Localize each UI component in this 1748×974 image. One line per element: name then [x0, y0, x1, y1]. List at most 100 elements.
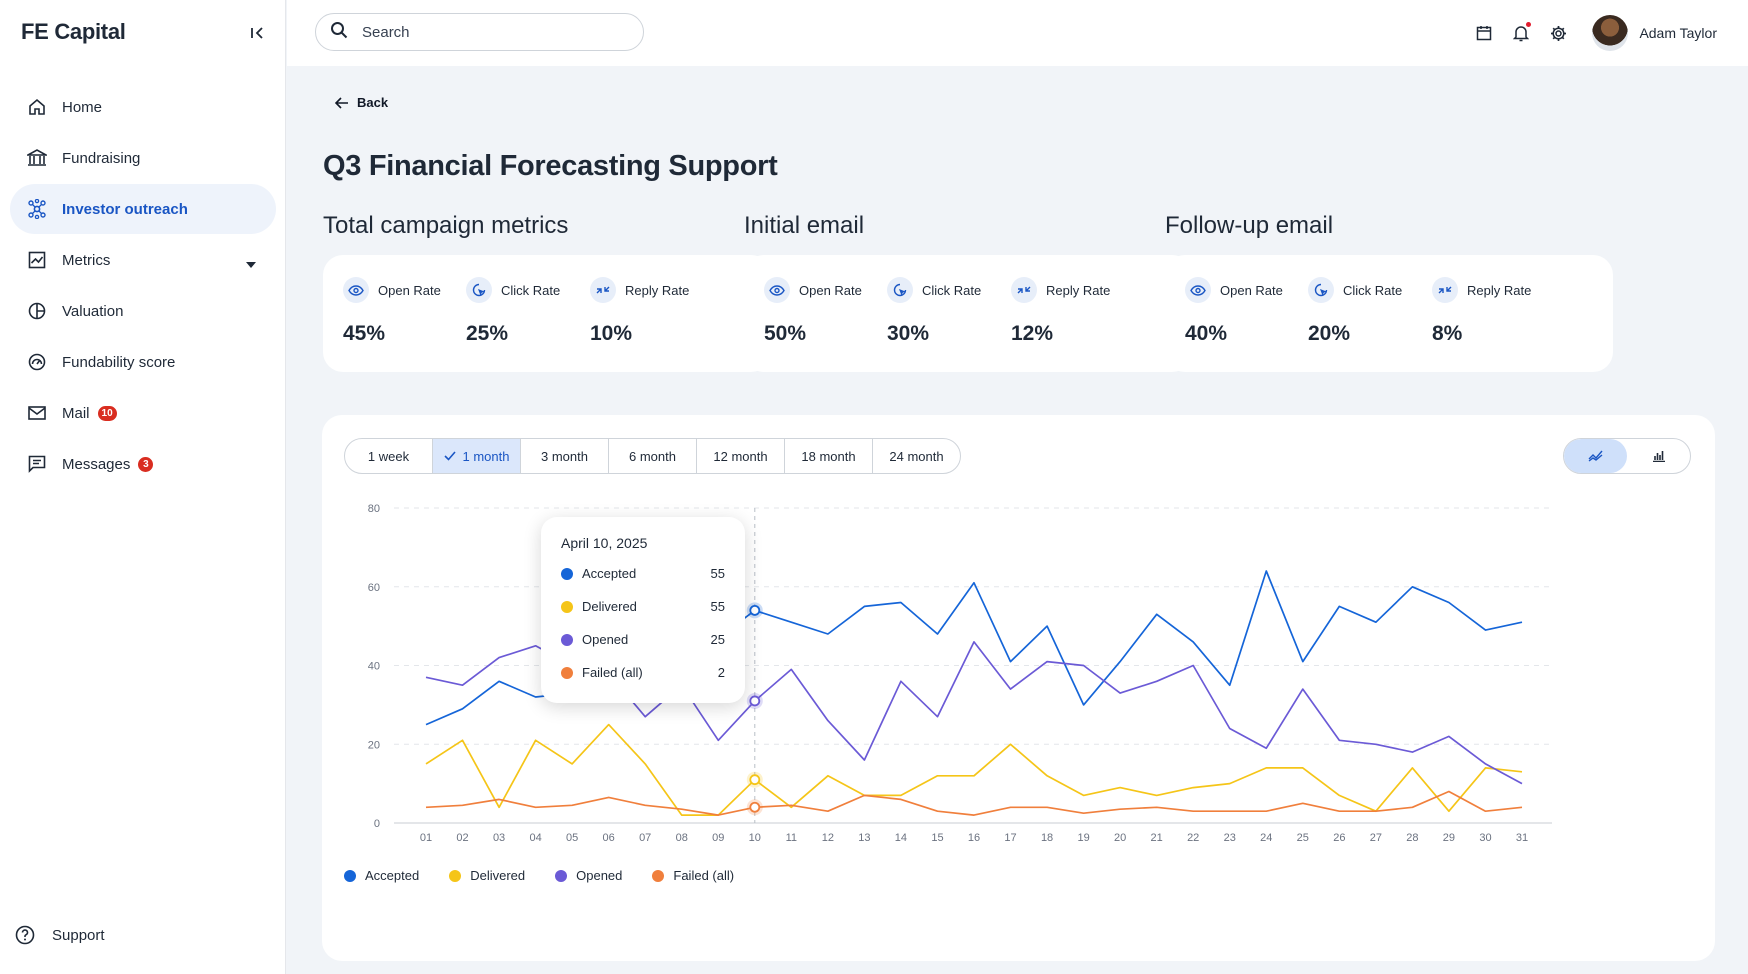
legend-label: Delivered — [470, 868, 526, 883]
sidebar-item-home[interactable]: Home — [10, 82, 276, 132]
message-icon — [26, 453, 48, 475]
brand-logo: FE Capital — [21, 19, 126, 44]
sidebar-item-messages[interactable]: Messages 3 — [10, 439, 276, 489]
tooltip-value: 55 — [710, 599, 725, 614]
calendar-button[interactable] — [1472, 21, 1496, 45]
metric-card: Open Rate 45% Click Rate 25% Reply Rate … — [323, 255, 771, 372]
x-tick-label: 29 — [1443, 832, 1455, 844]
range-label: 24 month — [889, 448, 944, 464]
settings-button[interactable] — [1546, 21, 1570, 45]
x-tick-label: 16 — [968, 832, 980, 844]
legend-label: Accepted — [365, 868, 420, 883]
search-box[interactable] — [315, 13, 644, 51]
support-link[interactable]: Support — [14, 924, 105, 946]
failed-dot — [561, 666, 573, 679]
bar-chart-view-button[interactable] — [1627, 439, 1690, 473]
gear-icon — [1550, 25, 1566, 41]
range-label: 1 week — [367, 448, 410, 464]
sidebar-item-metrics[interactable]: Metrics — [10, 235, 276, 285]
search-icon — [330, 21, 348, 44]
chart-view-toggle — [1563, 438, 1691, 474]
sidebar-item-fundability-score[interactable]: Fundability score — [10, 337, 276, 387]
range-12-month[interactable]: 12 month — [697, 439, 785, 473]
user-name[interactable]: Adam Taylor — [1639, 25, 1717, 41]
gauge-icon — [26, 351, 48, 373]
sidebar-item-label: Mail — [62, 404, 90, 422]
chart-legend: Accepted Delivered Opened Failed (all) — [344, 868, 764, 883]
x-tick-label: 18 — [1041, 832, 1053, 844]
legend-item-opened[interactable]: Opened — [555, 868, 622, 883]
range-24-month[interactable]: 24 month — [873, 439, 960, 473]
chevron-down-icon — [246, 255, 256, 272]
collapse-icon — [251, 27, 263, 39]
range-3-month[interactable]: 3 month — [521, 439, 609, 473]
x-tick-label: 05 — [566, 832, 578, 844]
x-tick-label: 07 — [639, 832, 651, 844]
range-18-month[interactable]: 18 month — [785, 439, 873, 473]
metric-group-title: Initial email — [744, 212, 865, 239]
line-chart-icon — [1588, 450, 1603, 462]
search-input[interactable] — [362, 23, 622, 41]
x-tick-label: 23 — [1224, 832, 1236, 844]
check-icon — [443, 451, 456, 461]
sidebar-item-investor-outreach[interactable]: Investor outreach — [10, 184, 276, 234]
legend-dot — [555, 869, 568, 882]
avatar[interactable] — [1592, 15, 1629, 51]
x-tick-label: 01 — [420, 832, 432, 844]
page-title: Q3 Financial Forecasting Support — [323, 150, 778, 182]
bar-chart-icon — [1652, 451, 1665, 462]
eye-icon — [764, 277, 790, 303]
x-tick-label: 30 — [1479, 832, 1491, 844]
sidebar-nav: Home Fundraising Investor outreach Metri… — [10, 82, 276, 490]
range-label: 6 month — [629, 448, 676, 464]
notifications-button[interactable] — [1509, 21, 1533, 45]
x-tick-label: 28 — [1406, 832, 1418, 844]
sidebar-item-label: Valuation — [62, 302, 124, 320]
pie-icon — [26, 300, 48, 322]
tooltip-value: 25 — [710, 632, 725, 647]
metric-value: 50% — [764, 322, 807, 345]
metric-reply-rate: Reply Rate 8% — [1432, 277, 1531, 346]
range-1-week[interactable]: 1 week — [345, 439, 433, 473]
mail-icon — [26, 402, 48, 424]
sidebar-item-mail[interactable]: Mail 10 — [10, 388, 276, 438]
metric-label: Reply Rate — [1467, 282, 1532, 298]
x-tick-label: 13 — [858, 832, 870, 844]
metric-label: Open Rate — [378, 282, 441, 298]
collapse-sidebar-button[interactable] — [246, 22, 268, 44]
sidebar-item-fundraising[interactable]: Fundraising — [10, 133, 276, 183]
home-icon — [26, 96, 48, 118]
highlight-point — [749, 604, 761, 616]
metric-open-rate: Open Rate 40% — [1185, 277, 1283, 346]
legend-item-failed[interactable]: Failed (all) — [652, 868, 734, 883]
metric-label: Click Rate — [1343, 282, 1403, 298]
x-tick-label: 03 — [493, 832, 505, 844]
x-tick-label: 06 — [603, 832, 615, 844]
line-chart-view-button[interactable] — [1564, 439, 1627, 473]
legend-item-accepted[interactable]: Accepted — [344, 868, 419, 883]
highlight-point — [749, 774, 761, 786]
sidebar: FE Capital Home Fundraising Investor out… — [0, 0, 286, 974]
tooltip-label: Delivered — [582, 599, 637, 614]
sidebar-item-label: Investor outreach — [62, 200, 188, 218]
range-6-month[interactable]: 6 month — [609, 439, 697, 473]
support-label: Support — [52, 926, 105, 944]
legend-item-delivered[interactable]: Delivered — [449, 868, 525, 883]
metric-value: 45% — [343, 322, 386, 345]
tooltip-value: 55 — [710, 566, 725, 581]
legend-dot — [652, 869, 665, 882]
click-icon — [887, 277, 913, 303]
metric-label: Click Rate — [501, 282, 561, 298]
top-actions: Adam Taylor — [1472, 0, 1748, 66]
metric-group-total: Total campaign metrics Open Rate 45% Cli… — [323, 212, 771, 372]
back-button[interactable]: Back — [335, 95, 388, 110]
metric-reply-rate: Reply Rate 12% — [1011, 277, 1110, 346]
range-1-month[interactable]: 1 month — [433, 439, 521, 473]
x-tick-label: 26 — [1333, 832, 1345, 844]
sidebar-item-valuation[interactable]: Valuation — [10, 286, 276, 336]
y-tick-label: 80 — [368, 503, 380, 515]
metric-click-rate: Click Rate 30% — [887, 277, 981, 346]
x-tick-label: 31 — [1516, 832, 1528, 844]
x-tick-label: 19 — [1077, 832, 1089, 844]
legend-dot — [449, 869, 462, 882]
